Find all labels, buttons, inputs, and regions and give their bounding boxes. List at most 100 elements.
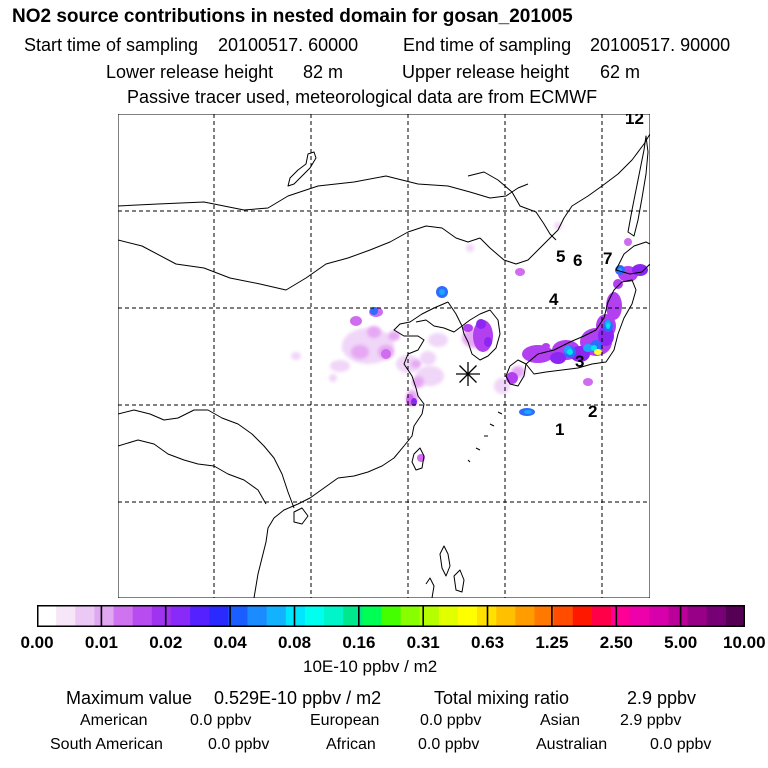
plume-patch bbox=[342, 344, 354, 354]
colorbar-cell bbox=[266, 605, 287, 627]
total-mixing-value: 2.9 ppbv bbox=[627, 688, 697, 708]
colorbar-cell bbox=[94, 605, 115, 627]
plume-patch bbox=[476, 319, 486, 329]
region-label-1: 1 bbox=[555, 420, 564, 439]
plume-patch bbox=[567, 349, 573, 355]
receptor-star-icon bbox=[456, 362, 480, 386]
plume-patch bbox=[632, 264, 648, 276]
plume-patch bbox=[466, 244, 474, 252]
end-time-label: End time of sampling bbox=[403, 35, 572, 55]
colorbar-cell bbox=[668, 605, 689, 627]
region-label-2: 2 bbox=[588, 402, 597, 421]
region-value-american: 0.0 ppbv bbox=[190, 712, 252, 729]
plume-patch bbox=[411, 398, 417, 406]
colorbar-tick-label: 0.04 bbox=[213, 633, 247, 652]
colorbar-cell bbox=[228, 605, 249, 627]
plume-patch bbox=[506, 372, 518, 384]
colorbar-cell bbox=[438, 605, 459, 627]
plume-patch bbox=[463, 324, 473, 332]
plume-patch bbox=[411, 360, 421, 368]
end-time-value: 20100517. 90000 bbox=[590, 35, 731, 55]
colorbar-cell bbox=[285, 605, 306, 627]
plume-patch bbox=[591, 345, 597, 351]
plume-patch bbox=[583, 344, 593, 352]
tracer-info: Passive tracer used, meteorological data… bbox=[127, 87, 598, 107]
plume-patch bbox=[554, 222, 562, 230]
colorbar-cell bbox=[591, 605, 612, 627]
colorbar-tick-label: 0.16 bbox=[342, 633, 376, 652]
region-value-asian: 2.9 ppbv bbox=[620, 712, 682, 729]
plume-patch bbox=[594, 349, 602, 355]
upper-release-label: Upper release height bbox=[402, 62, 570, 82]
colorbar-cell bbox=[324, 605, 344, 627]
region-label-4: 4 bbox=[549, 290, 559, 309]
plume-patch bbox=[420, 351, 436, 365]
colorbar-frame bbox=[37, 605, 745, 627]
colorbar-tick-label: 2.50 bbox=[599, 633, 633, 652]
total-mixing-label: Total mixing ratio bbox=[434, 688, 570, 708]
colorbar-cell bbox=[534, 605, 555, 627]
plume-patch bbox=[606, 323, 610, 329]
max-value-label: Maximum value bbox=[66, 688, 193, 708]
region-label-6: 6 bbox=[573, 251, 582, 270]
region-value-african: 0.0 ppbv bbox=[418, 736, 480, 753]
max-value: 0.529E-10 ppbv / m2 bbox=[214, 688, 382, 708]
region-label-12: 12 bbox=[625, 114, 644, 128]
colorbar-cell bbox=[419, 605, 440, 627]
colorbar-cell bbox=[496, 605, 516, 627]
region-name-african: African bbox=[326, 736, 376, 753]
colorbar-cell bbox=[553, 605, 574, 627]
start-time-label: Start time of sampling bbox=[24, 35, 199, 55]
upper-release-value: 62 m bbox=[600, 62, 641, 82]
colorbar-tick-label: 0.08 bbox=[277, 633, 312, 652]
colorbar-cell bbox=[75, 605, 96, 627]
colorbar-tick-label: 0.63 bbox=[471, 633, 505, 652]
colorbar-cell bbox=[381, 605, 402, 627]
plume-patch bbox=[524, 410, 532, 414]
plume-patch bbox=[291, 352, 301, 360]
plume-patch bbox=[428, 333, 448, 347]
colorbar-cell bbox=[725, 605, 745, 627]
colorbar-cell bbox=[457, 605, 478, 627]
region-value-australian: 0.0 ppbv bbox=[650, 736, 712, 753]
region-value-european: 0.0 ppbv bbox=[420, 712, 482, 729]
colorbar-cell bbox=[56, 605, 76, 627]
coastlines bbox=[118, 133, 650, 598]
plume-patch bbox=[583, 378, 593, 386]
region-name-american: American bbox=[80, 712, 148, 729]
colorbar-cell bbox=[247, 605, 268, 627]
concentration-plumes bbox=[291, 222, 648, 462]
plume-patch bbox=[396, 355, 420, 373]
colorbar-cell bbox=[151, 605, 172, 627]
plume-patch bbox=[515, 268, 525, 276]
colorbar-tick-label: 0.31 bbox=[406, 633, 440, 652]
colorbar-tick-label: 5.00 bbox=[664, 633, 698, 652]
colorbar-unit: 10E-10 ppbv / m2 bbox=[303, 657, 438, 676]
colorbar-cell bbox=[649, 605, 670, 627]
colorbar-cell bbox=[170, 605, 191, 627]
plume-patch bbox=[439, 289, 445, 295]
colorbar-cell bbox=[362, 605, 383, 627]
start-time-value: 20100517. 60000 bbox=[218, 35, 359, 55]
colorbar-cell bbox=[706, 605, 727, 627]
colorbar-cell bbox=[515, 605, 536, 627]
plume-patch bbox=[330, 360, 350, 372]
colorbar bbox=[37, 605, 745, 627]
map-panel: 1 2 3 4 5 6 7 12 bbox=[118, 114, 650, 598]
colorbar-cell bbox=[343, 605, 363, 627]
graticule bbox=[118, 114, 650, 598]
plume-patch bbox=[624, 238, 632, 246]
region-name-european: European bbox=[310, 712, 380, 729]
colorbar-cell bbox=[304, 605, 325, 627]
colorbar-tick-label: 10.00 bbox=[723, 633, 766, 652]
region-label-7: 7 bbox=[603, 249, 612, 268]
plume-patch bbox=[613, 279, 623, 289]
colorbar-cell bbox=[37, 605, 57, 627]
colorbar-tick-label: 0.00 bbox=[20, 633, 54, 652]
region-name-australian: Australian bbox=[536, 736, 608, 753]
region-name-south-american: South American bbox=[50, 736, 163, 753]
plume-patch bbox=[381, 349, 391, 359]
lower-release-value: 82 m bbox=[303, 62, 344, 82]
plume-patch bbox=[550, 352, 566, 364]
colorbar-tick-label: 0.02 bbox=[149, 633, 183, 652]
